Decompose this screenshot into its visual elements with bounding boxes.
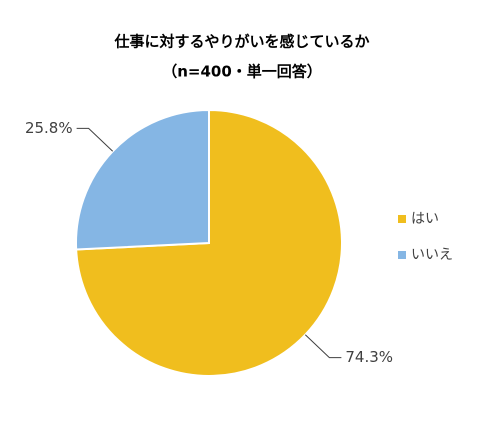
legend-label: はい xyxy=(411,211,439,227)
data-label: 25.8% xyxy=(25,119,73,137)
legend-label: いいえ xyxy=(411,247,453,263)
legend-swatch xyxy=(398,215,406,223)
leader-line xyxy=(76,127,114,152)
legend-swatch xyxy=(398,251,406,259)
leader-line xyxy=(304,334,342,359)
chart-title: 仕事に対するやりがいを感じているか xyxy=(113,33,369,51)
pie-slice xyxy=(75,108,210,251)
chart-subtitle: （n=400・単一回答） xyxy=(162,63,322,81)
data-label: 74.3% xyxy=(345,348,393,366)
